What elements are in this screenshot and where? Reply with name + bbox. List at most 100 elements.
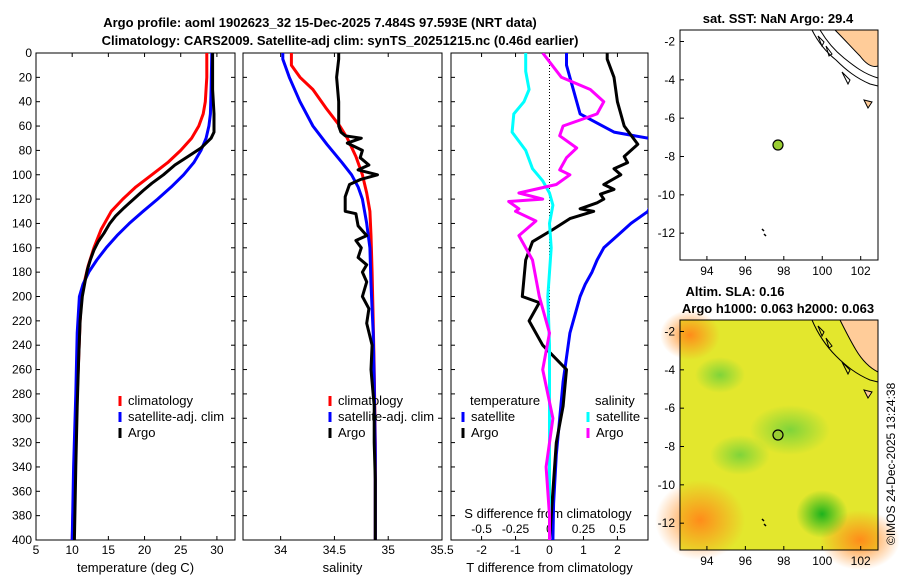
salinity-xlabel: salinity	[323, 560, 363, 575]
depth-tick-label: 140	[12, 216, 32, 230]
depth-tick-label: 240	[12, 338, 32, 352]
depth-tick-label: 300	[12, 411, 32, 425]
figure-title-line2: Climatology: CARS2009. Satellite-adj cli…	[102, 33, 579, 48]
legend-title-salinity: salinity	[595, 393, 635, 408]
sla-map-title-line2: Argo h1000: 0.063 h2000: 0.063	[682, 301, 874, 316]
legend-label-argo: Argo	[338, 425, 365, 440]
salinity-axes-frame	[242, 52, 443, 541]
small-island	[761, 518, 767, 527]
temperature-panel: 5 10 15 20 25 3002040608010012014016018020022…	[12, 46, 236, 575]
depth-tick-label: 100	[12, 168, 32, 182]
temperature-axes-frame	[35, 52, 236, 541]
sla-anomaly	[655, 480, 745, 560]
map-xtick-label: 94	[700, 264, 714, 278]
depth-tick-label: 340	[12, 460, 32, 474]
map-ytick-label: -12	[658, 516, 676, 530]
map-ytick-label: -10	[658, 188, 676, 202]
depth-tick-label: 380	[12, 509, 32, 523]
coast-contour	[811, 319, 879, 383]
depth-tick-label: 20	[19, 70, 33, 84]
island-contour	[817, 325, 851, 376]
depth-tick-label: 60	[19, 119, 33, 133]
salinity-difference-tick-label: 0.5	[609, 522, 626, 536]
map-xtick-label: 102	[851, 554, 871, 568]
map-ytick-label: -4	[664, 73, 675, 87]
map-xtick-label: 96	[739, 264, 753, 278]
legend-label-satellite: satellite-adj. clim	[338, 409, 434, 424]
depth-tick-label: 160	[12, 241, 32, 255]
depth-tick-label: 80	[19, 143, 33, 157]
legend-label-satellite: satellite-adj. clim	[128, 409, 224, 424]
coast-contour	[819, 29, 879, 79]
map-xtick-label: 98	[777, 264, 791, 278]
series-satellite-adj-clim	[70, 53, 214, 540]
series-argo	[72, 53, 216, 540]
island-contour	[863, 99, 873, 109]
legend-label-climatology: climatology	[128, 393, 194, 408]
depth-tick-label: 200	[12, 290, 32, 304]
salinity-difference-tick-label: -0.25	[502, 522, 530, 536]
map-ytick-label: -12	[658, 226, 676, 240]
difference-xtick-label: 2	[614, 543, 621, 557]
difference-xtick-label: 0	[546, 543, 553, 557]
depth-tick-label: 220	[12, 314, 32, 328]
salinity-xtick-label: 34.5	[323, 543, 347, 557]
difference-legend: temperature salinity satellite Argo sate…	[461, 393, 640, 440]
depth-tick-label: 400	[12, 533, 32, 547]
legend-label-argo: Argo	[128, 425, 155, 440]
depth-tick-label: 0	[25, 46, 32, 60]
map-ytick-label: -8	[664, 440, 675, 454]
temperature-xtick-label: 15	[102, 543, 116, 557]
land-sumatra	[839, 319, 879, 373]
sla-anomaly	[695, 357, 745, 393]
salinity-difference-tick-label: 0.25	[572, 522, 596, 536]
salinity-legend: climatology satellite-adj. clim Argo	[328, 393, 434, 440]
map-xtick-label: 100	[812, 554, 832, 568]
map-xtick-label: 98	[777, 554, 791, 568]
timestamp: ©IMOS 24-Dec-2025 13:24:38	[884, 382, 898, 545]
temperature-xtick-label: 25	[174, 543, 188, 557]
map-xtick-label: 100	[812, 264, 832, 278]
legend-title-temperature: temperature	[470, 393, 540, 408]
map-ytick-label: -10	[658, 478, 676, 492]
map-ytick-label: -8	[664, 150, 675, 164]
temperature-xtick-label: 20	[138, 543, 152, 557]
sst-map	[679, 29, 879, 261]
temperature-xtick-label: 5	[33, 543, 40, 557]
map-axes: 94 96 98 100 102 -2 -4 -6 -8 -10 -12 94 96 98 100 102 -2…	[658, 35, 871, 569]
map-ytick-label: -4	[664, 363, 675, 377]
coast-contour	[811, 29, 879, 87]
map-xtick-label: 96	[739, 554, 753, 568]
difference-xlabel: T difference from climatology	[466, 560, 633, 575]
land-sumatra	[833, 29, 879, 67]
salinity-xtick-label: 35.5	[430, 543, 454, 557]
series-argo	[335, 53, 379, 540]
legend-label-s-satellite: satellite	[596, 409, 640, 424]
sst-map-title: sat. SST: NaN Argo: 29.4	[703, 11, 854, 26]
difference-xtick-label: -1	[510, 543, 521, 557]
map-xtick-label: 94	[700, 554, 714, 568]
depth-tick-label: 360	[12, 484, 32, 498]
float-marker	[772, 429, 784, 441]
depth-tick-label: 320	[12, 436, 32, 450]
salinity-panel: 34 34.5 35 35.5 salinity	[242, 52, 454, 575]
map-ytick-label: -6	[664, 401, 675, 415]
sla-anomaly	[750, 405, 830, 455]
map-ytick-label: -2	[664, 325, 675, 339]
difference-xtick-label: 1	[580, 543, 587, 557]
salinity-difference-tick-label: -0.5	[471, 522, 492, 536]
legend-label-t-argo: Argo	[471, 425, 498, 440]
map-ytick-label: -2	[664, 35, 675, 49]
temperature-xlabel: temperature (deg C)	[77, 560, 194, 575]
depth-tick-label: 180	[12, 265, 32, 279]
island-contour	[817, 35, 851, 86]
depth-tick-label: 120	[12, 192, 32, 206]
salinity-xtick-label: 35	[382, 543, 396, 557]
salinity-xtick-label: 34	[274, 543, 288, 557]
sla-map-title-line1: Altim. SLA: 0.16	[686, 284, 785, 299]
series-s-satellite	[510, 53, 555, 540]
temperature-legend: climatology satellite-adj. clim Argo	[118, 393, 224, 440]
legend-label-climatology: climatology	[338, 393, 404, 408]
